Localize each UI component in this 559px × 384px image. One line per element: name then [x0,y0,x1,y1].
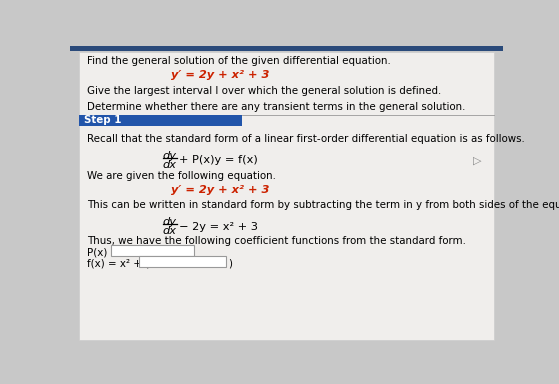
Text: Determine whether there are any transient terms in the general solution.: Determine whether there are any transien… [87,102,465,112]
FancyBboxPatch shape [139,256,226,267]
FancyBboxPatch shape [111,245,194,255]
Text: y′ = 2y + x² + 3: y′ = 2y + x² + 3 [170,70,269,80]
Text: Thus, we have the following coefficient functions from the standard form.: Thus, we have the following coefficient … [87,235,466,245]
Text: Give the largest interval I over which the general solution is defined.: Give the largest interval I over which t… [87,86,441,96]
Text: Recall that the standard form of a linear first-order differential equation is a: Recall that the standard form of a linea… [87,134,525,144]
FancyBboxPatch shape [79,114,242,126]
Text: dx: dx [163,160,177,170]
Text: dy: dy [163,217,177,227]
Text: We are given the following equation.: We are given the following equation. [87,171,276,181]
Text: Step 1: Step 1 [84,115,121,126]
Text: ): ) [228,258,232,268]
Text: dx: dx [163,226,177,236]
Text: f(x) = x² + (: f(x) = x² + ( [87,258,149,268]
Text: dy: dy [163,151,177,161]
Text: + P(x)y = f(x): + P(x)y = f(x) [179,156,258,166]
FancyBboxPatch shape [79,52,494,340]
Text: − 2y = x² + 3: − 2y = x² + 3 [179,222,258,232]
Text: ▷: ▷ [473,156,481,166]
Text: P(x) =: P(x) = [87,247,119,257]
Text: Find the general solution of the given differential equation.: Find the general solution of the given d… [87,56,391,66]
Text: This can be written in standard form by subtracting the term in y from both side: This can be written in standard form by … [87,200,559,210]
Text: y′ = 2y + x² + 3: y′ = 2y + x² + 3 [170,185,269,195]
FancyBboxPatch shape [70,46,503,51]
